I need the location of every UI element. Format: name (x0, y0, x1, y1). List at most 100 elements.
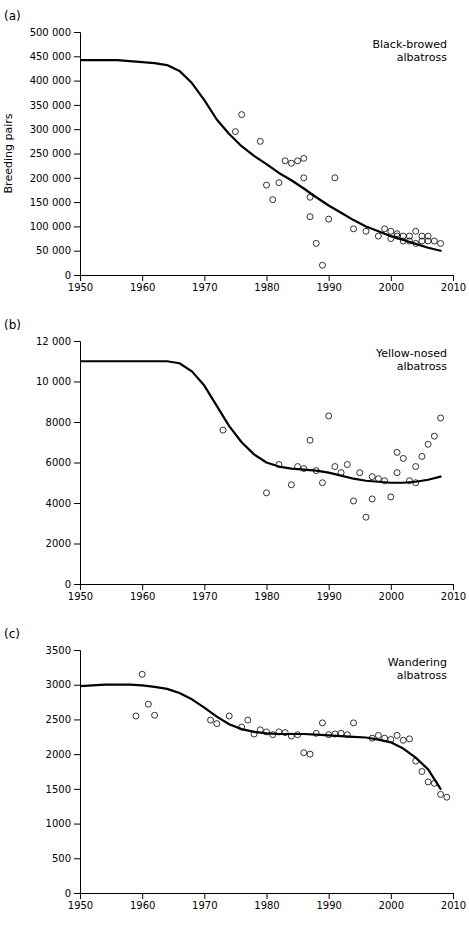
tick: 2500 (46, 714, 80, 725)
tick: 10 000 (36, 376, 80, 387)
y-axis-title: Breeding pairs (2, 113, 15, 193)
panel: 1950196019701980199020002010020004000600… (4, 318, 466, 602)
x-axis: 1950196019701980199020002010 (68, 584, 466, 602)
tick-mark (142, 584, 143, 590)
tick-label: 1970 (192, 900, 217, 911)
tick-label: 2000 (46, 749, 71, 760)
observed-point (276, 180, 282, 186)
observed-point (369, 735, 375, 741)
observed-point (425, 233, 431, 239)
tick-label: 250 000 (30, 148, 71, 159)
tick-mark (74, 503, 80, 504)
tick-mark (74, 650, 80, 651)
observed-point (431, 433, 437, 439)
model-line (80, 685, 441, 789)
panel-title-line: Yellow-nosed (375, 347, 447, 360)
observed-point (394, 233, 400, 239)
plot-area (80, 671, 450, 800)
tick-mark (74, 463, 80, 464)
points (220, 413, 444, 520)
tick-mark (453, 584, 454, 590)
tick-label: 2000 (379, 900, 404, 911)
observed-point (301, 466, 307, 472)
observed-point (351, 498, 357, 504)
observed-point (438, 791, 444, 797)
observed-point (319, 480, 325, 486)
panel-title-line: albatross (397, 51, 448, 64)
tick: 2010 (441, 584, 466, 602)
tick-label: 50 000 (36, 245, 71, 256)
observed-point (270, 732, 276, 738)
observed-point (295, 158, 301, 164)
panel-label: (a) (4, 9, 21, 23)
tick-label: 1980 (254, 900, 279, 911)
tick-label: 1990 (316, 900, 341, 911)
tick-label: 8000 (46, 417, 71, 428)
tick-label: 2010 (441, 282, 466, 293)
observed-point (152, 712, 158, 718)
observed-point (301, 750, 307, 756)
observed-point (363, 514, 369, 520)
observed-point (288, 160, 294, 166)
observed-point (419, 769, 425, 775)
observed-point (313, 730, 319, 736)
tick-label: 2000 (379, 282, 404, 293)
observed-point (394, 470, 400, 476)
observed-point (351, 226, 357, 232)
tick: 350 000 (30, 100, 80, 111)
tick: 250 000 (30, 148, 80, 159)
tick-label: 2010 (441, 900, 466, 911)
panel-title: Wanderingalbatross (388, 656, 447, 682)
tick: 1950 (68, 893, 93, 911)
tick-mark (74, 226, 80, 227)
tick-label: 1980 (254, 282, 279, 293)
tick-label: 0 (65, 270, 71, 281)
tick-label: 300 000 (30, 124, 71, 135)
tick-label: 1960 (130, 591, 155, 602)
tick: 2000 (379, 275, 404, 293)
tick: 200 000 (30, 173, 80, 184)
observed-point (214, 721, 220, 727)
x-axis-line (81, 276, 454, 282)
tick-label: 500 000 (30, 27, 71, 38)
observed-point (413, 464, 419, 470)
observed-point (382, 478, 388, 484)
tick: 3000 (46, 679, 80, 690)
tick: 1990 (316, 893, 341, 911)
observed-point (344, 462, 350, 468)
tick: 6000 (46, 457, 80, 468)
observed-point (382, 226, 388, 232)
tick-mark (74, 56, 80, 57)
tick-label: 2000 (46, 538, 71, 549)
observed-point (388, 236, 394, 242)
observed-point (307, 751, 313, 757)
observed-point (139, 671, 145, 677)
observed-point (406, 736, 412, 742)
tick-label: 450 000 (30, 51, 71, 62)
observed-point (307, 194, 313, 200)
observed-point (239, 724, 245, 730)
tick-mark (267, 275, 268, 281)
tick-label: 1980 (254, 591, 279, 602)
observed-point (394, 732, 400, 738)
observed-point (425, 779, 431, 785)
tick: 1970 (192, 584, 217, 602)
tick-label: 4000 (46, 498, 71, 509)
observed-point (332, 175, 338, 181)
tick-mark (74, 544, 80, 545)
x-axis: 1950196019701980199020002010 (68, 893, 466, 911)
observed-point (288, 482, 294, 488)
observed-point (338, 730, 344, 736)
tick: 450 000 (30, 51, 80, 62)
tick-label: 2500 (46, 714, 71, 725)
observed-point (319, 720, 325, 726)
observed-point (400, 737, 406, 743)
tick: 1960 (130, 275, 155, 293)
tick: 1500 (46, 784, 80, 795)
observed-point (282, 158, 288, 164)
observed-point (319, 262, 325, 268)
observed-point (307, 214, 313, 220)
tick-mark (74, 685, 80, 686)
points (232, 112, 443, 269)
observed-point (369, 474, 375, 480)
